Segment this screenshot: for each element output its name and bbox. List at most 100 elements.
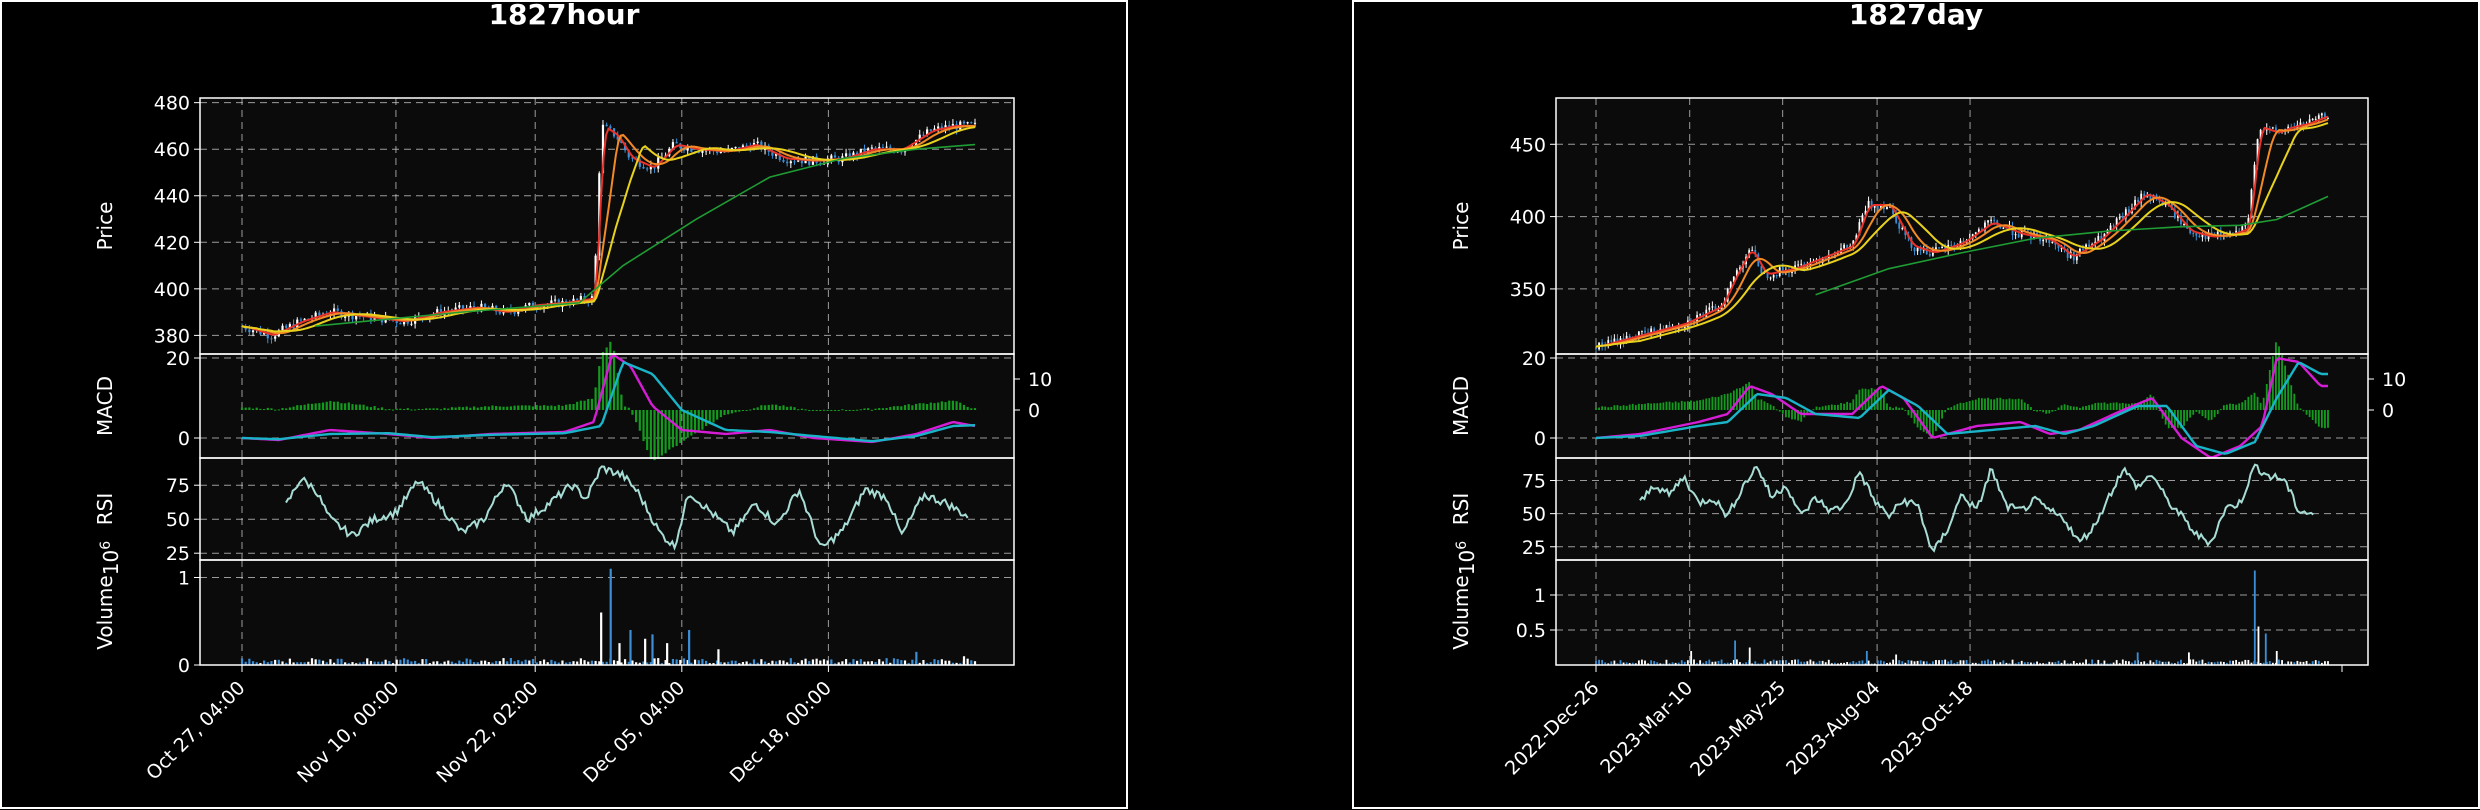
macd-tick-label: 0 [178, 428, 190, 450]
macd-histogram-bar [270, 408, 273, 410]
macd-histogram-bar [1665, 401, 1668, 410]
macd-histogram-bar [1968, 400, 1971, 410]
macd-histogram-bar [1604, 406, 1607, 410]
volume-bar [2188, 652, 2190, 665]
candle-body [885, 146, 888, 148]
macd-histogram-bar [2048, 410, 2051, 414]
macd-histogram-bar [450, 407, 454, 410]
volume-bar [1717, 660, 1720, 665]
macd-histogram-bar [576, 401, 579, 410]
candle-body [2317, 115, 2320, 119]
volume-bar [1641, 659, 1643, 665]
macd-histogram-bar [251, 408, 255, 410]
candle-body [1886, 206, 1888, 210]
volume-bar [557, 662, 560, 665]
macd-histogram-bar [583, 400, 586, 410]
volume-bar [1947, 661, 1950, 665]
macd-histogram-bar [531, 406, 535, 410]
candle-body [774, 153, 778, 156]
volume-bar [2180, 659, 2182, 665]
macd-histogram-bar [734, 410, 737, 413]
macd-histogram-bar [1644, 403, 1646, 410]
volume-bar [388, 660, 391, 665]
candle-body [517, 311, 520, 314]
volume-bar [1919, 660, 1922, 665]
macd-histogram-bar [266, 407, 269, 410]
candle-body [1751, 249, 1754, 251]
macd-histogram-bar [1864, 388, 1867, 410]
macd-histogram-bar [1846, 401, 1849, 410]
volume-bar [1865, 651, 1868, 665]
candle-body [336, 308, 339, 311]
volume-bar [299, 662, 303, 665]
candle-body [2259, 129, 2262, 140]
volume-bar [848, 662, 851, 665]
volume-bar [1925, 661, 1928, 665]
macd-tick-label: 20 [1522, 348, 1546, 370]
volume-bar [421, 659, 424, 665]
macd-histogram-bar [922, 403, 925, 410]
macd-histogram-bar [1717, 396, 1720, 410]
candle-body [973, 122, 977, 124]
macd-histogram-bar [2057, 407, 2060, 410]
volume-bar [1895, 654, 1898, 665]
macd-histogram-bar [627, 407, 630, 410]
volume-bar [1708, 659, 1711, 665]
volume-bar [2232, 660, 2234, 665]
macd-histogram-bar [369, 407, 373, 410]
macd-histogram-bar [325, 401, 328, 410]
macd-histogram-bar [2149, 394, 2152, 410]
volume-bar [1775, 660, 1778, 665]
volume-bar [240, 658, 244, 665]
volume-bar [1965, 660, 1968, 665]
macd-histogram-bar [590, 398, 594, 410]
macd-histogram-bar [955, 401, 958, 410]
panel-border-volume [199, 559, 1015, 666]
candle-body [251, 330, 255, 333]
volume-bar [635, 662, 638, 665]
volume-bar [2017, 662, 2020, 665]
volume-bar [491, 662, 494, 665]
volume-bar [2149, 660, 2152, 665]
volume-bar [288, 658, 291, 665]
candle-body [1641, 330, 1643, 332]
volume-bar [749, 662, 752, 665]
volume-bar [487, 661, 490, 665]
volume-bar [970, 660, 973, 665]
macd-histogram-bar [2170, 410, 2173, 428]
volume-bar [1637, 660, 1640, 665]
candle-body [859, 148, 862, 157]
volume-bar [1794, 659, 1796, 665]
volume-bar [2177, 661, 2179, 665]
macd-histogram-bar [1711, 396, 1714, 410]
macd-histogram-bar [380, 407, 384, 410]
volume-bar [1833, 662, 1836, 665]
candle-body [2082, 248, 2084, 250]
volume-bar [2210, 662, 2213, 665]
macd-histogram-bar [1910, 410, 1913, 418]
candle-body [1913, 247, 1916, 252]
candle-body [800, 160, 803, 164]
macd-histogram-bar [1895, 406, 1898, 410]
macd-histogram-bar [1696, 400, 1698, 410]
volume-bar [2082, 662, 2084, 665]
candle-body [830, 155, 833, 160]
volume-bar [657, 658, 660, 665]
macd-histogram-bar [384, 409, 387, 411]
volume-bar [2167, 661, 2170, 665]
volume-bar [1830, 663, 1833, 665]
macd-histogram-bar [649, 410, 652, 460]
macd-histogram-bar [2192, 410, 2195, 415]
macd-histogram-bar [612, 350, 616, 410]
volume-bar [1910, 660, 1913, 665]
volume-bar [484, 660, 487, 665]
macd-histogram-bar [752, 408, 756, 410]
macd-histogram-bar [638, 410, 641, 431]
moving-average-line [1595, 115, 2329, 348]
candle-body [2134, 199, 2136, 209]
macd-histogram-bar [292, 406, 295, 410]
candle-body [498, 311, 501, 314]
macd-histogram-bar [244, 407, 247, 410]
volume-bar [391, 663, 395, 665]
candle-body [1613, 338, 1616, 342]
